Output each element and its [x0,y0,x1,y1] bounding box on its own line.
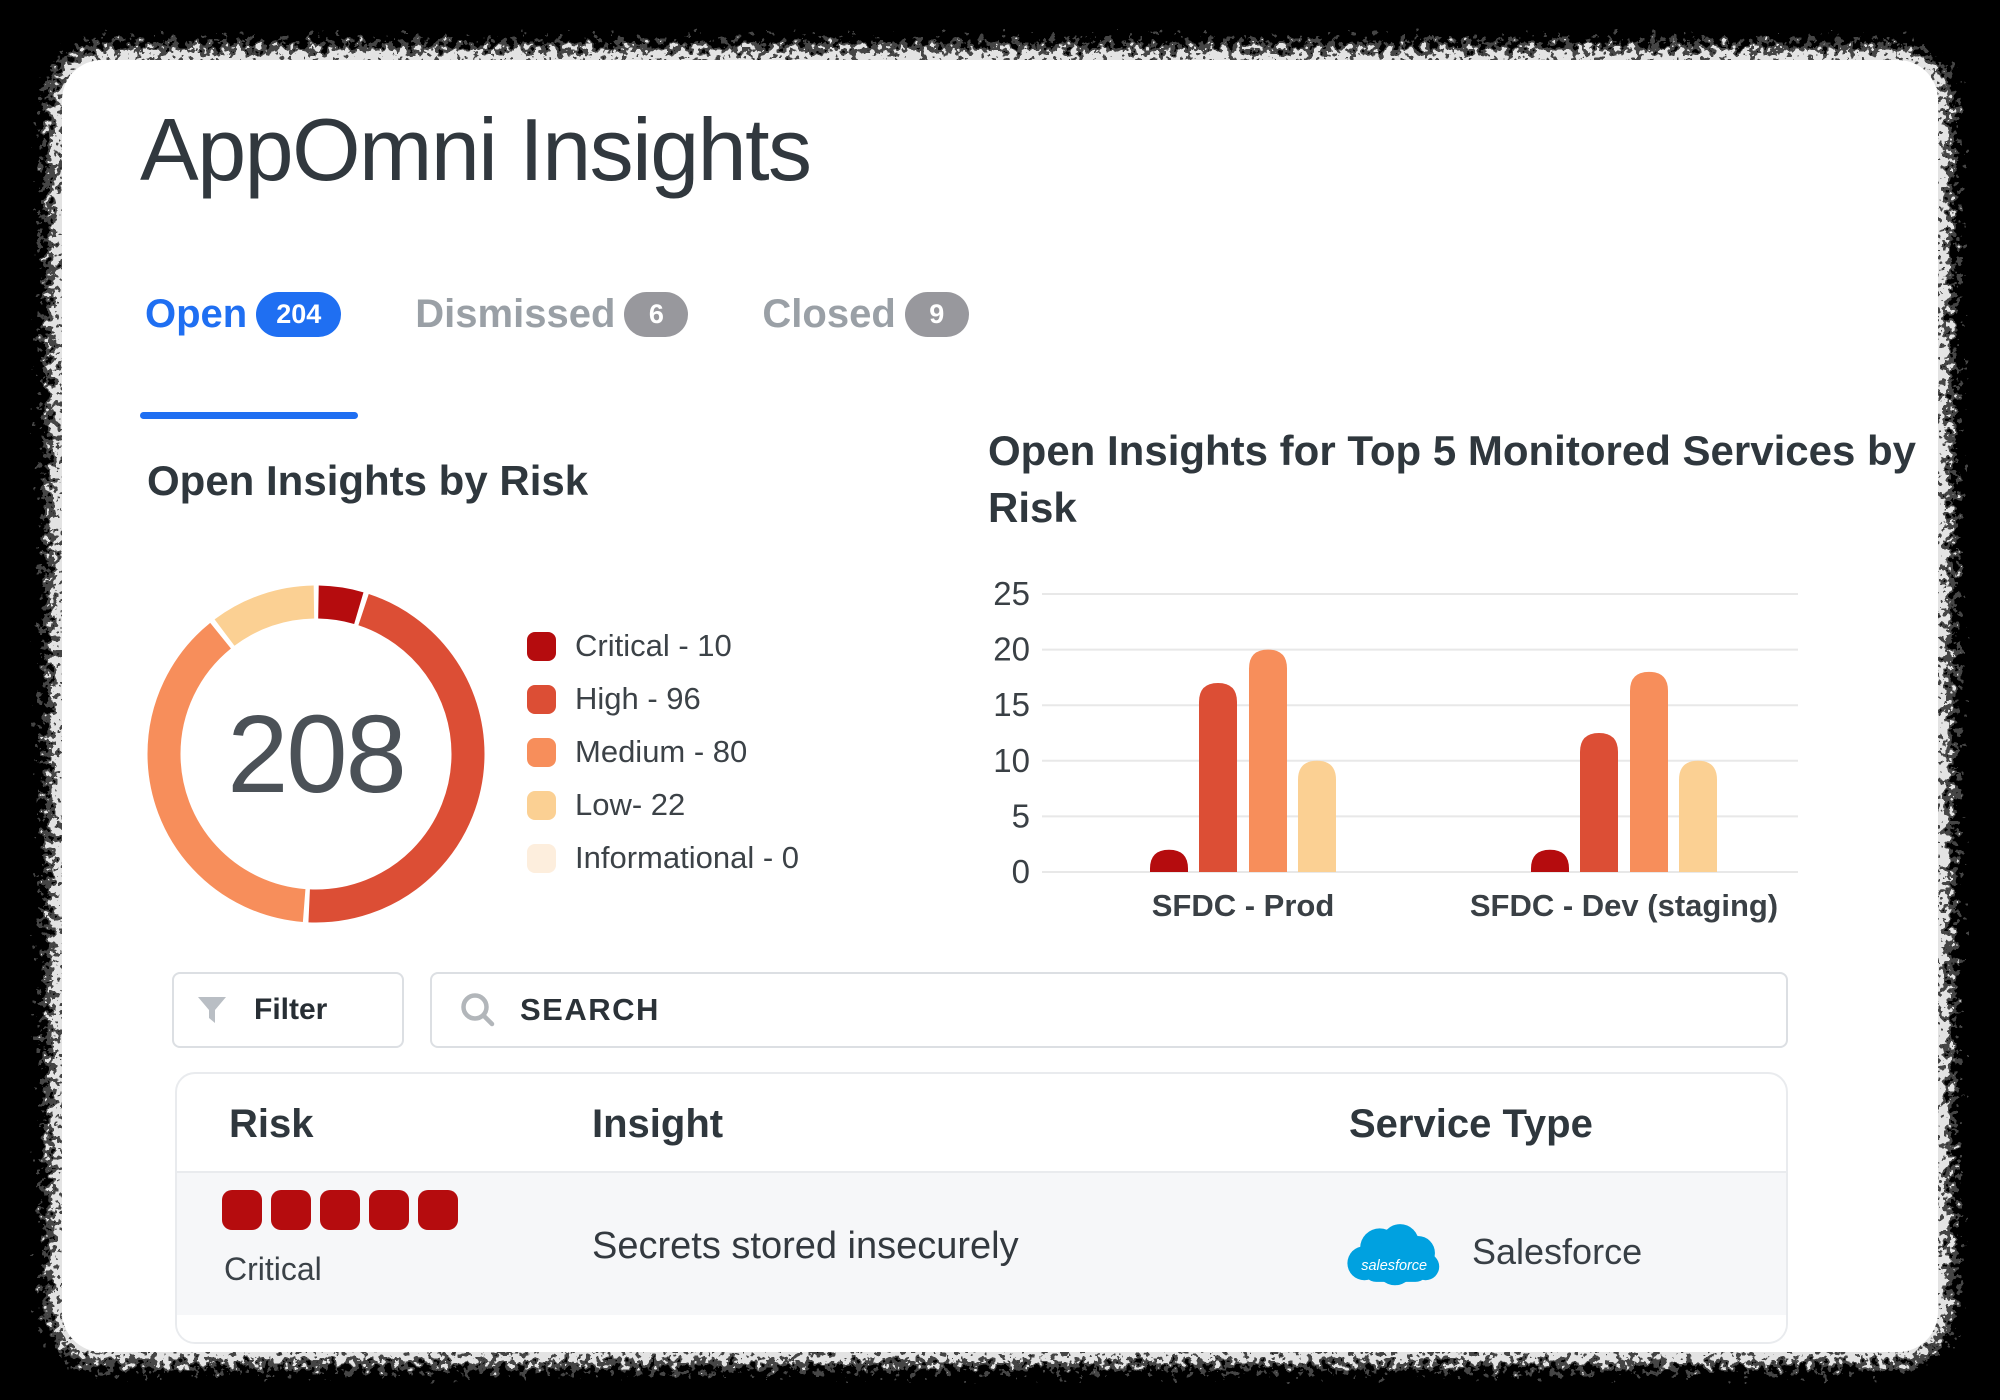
tab-bar: Open 204 Dismissed 6 Closed 9 [145,292,969,337]
legend-label: Medium - 80 [575,734,748,769]
legend-label: High - 96 [575,681,701,716]
table-row-partial [177,1315,1786,1342]
legend-item: High - 96 [527,681,799,717]
legend-swatch [527,737,556,767]
y-axis-tick: 10 [993,742,1030,779]
search-input[interactable] [518,991,1786,1029]
salesforce-logo-text: salesforce [1361,1258,1427,1274]
tab-dismissed[interactable]: Dismissed 6 [415,292,689,337]
y-axis-tick: 20 [993,631,1030,668]
risk-square [320,1190,360,1230]
bar-section-title: Open Insights for Top 5 Monitored Servic… [988,427,1917,532]
y-axis-tick: 5 [1012,797,1030,834]
legend-label: Critical - 10 [575,628,732,663]
bar-critical-1 [1531,849,1569,872]
tab-open[interactable]: Open 204 [145,292,342,337]
legend-item: Low- 22 [527,787,799,823]
funnel-icon [198,997,226,1023]
y-axis-tick: 15 [993,686,1030,723]
donut-segment-medium [147,585,485,923]
tab-open-count-badge: 204 [256,292,342,337]
y-axis-tick: 0 [1012,853,1030,890]
magnifier-icon [461,993,495,1027]
column-header-risk: Risk [229,1102,314,1146]
risk-label: Critical [224,1251,322,1287]
search-box [430,972,1788,1048]
bar-medium-0 [1249,649,1287,872]
tab-closed-label: Closed [762,292,896,336]
tab-open-label: Open [145,292,248,336]
tab-dismissed-count-badge: 6 [624,292,689,337]
salesforce-logo-icon: salesforce [1347,1224,1440,1286]
legend-swatch [527,631,556,661]
filter-button-label: Filter [254,993,328,1026]
risk-severity-squares [222,1190,458,1230]
legend-swatch [527,843,556,873]
bar-low-0 [1298,760,1336,872]
legend-label: Low- 22 [575,787,686,822]
legend-item: Informational - 0 [527,840,799,876]
column-header-service-type: Service Type [1349,1102,1593,1146]
header-divider [177,1171,1786,1173]
tab-closed-count-badge: 9 [904,292,969,337]
filter-button[interactable]: Filter [172,972,404,1048]
donut-section-title: Open Insights by Risk [147,457,589,504]
risk-square [271,1190,311,1230]
legend-swatch [527,790,556,820]
bar-critical-0 [1150,849,1188,872]
bar-high-1 [1580,733,1618,872]
y-axis-tick: 25 [993,575,1030,612]
legend-item: Critical - 10 [527,628,799,664]
tab-dismissed-label: Dismissed [415,292,616,336]
active-tab-underline [140,412,358,419]
insights-table: Risk Insight Service Type Critical Secre… [175,1072,1788,1344]
column-header-insight: Insight [592,1102,724,1146]
bar-low-1 [1679,760,1717,872]
legend-label: Informational - 0 [575,840,799,875]
legend-item: Medium - 80 [527,734,799,770]
service-type-cell: Salesforce [1472,1231,1643,1272]
donut-total: 208 [227,692,407,816]
risk-square [418,1190,458,1230]
page-title: AppOmni Insights [140,100,812,199]
bar-medium-1 [1630,671,1668,872]
bar-high-0 [1199,682,1237,872]
legend-swatch [527,684,556,714]
table-row[interactable]: Critical Secrets stored insecurely sales… [177,1173,1786,1315]
donut-chart: 208 [146,584,486,924]
insight-cell: Secrets stored insecurely [592,1225,1019,1267]
x-axis-category-label: SFDC - Prod [1152,888,1335,923]
tab-closed[interactable]: Closed 9 [762,292,969,337]
x-axis-category-label: SFDC - Dev (staging) [1470,888,1778,923]
risk-square [369,1190,409,1230]
bar-chart: 0 5 10 15 20 25 SFDC - Prod SFDC - Dev (staging… [993,575,1798,923]
donut-segment-high [147,585,485,923]
donut-svg [147,585,485,923]
donut-legend: Critical - 10 High - 96 Medium - 80 Low- 22… [527,628,799,876]
risk-square [222,1190,262,1230]
insights-card: AppOmni Insights Open 204 Dismissed 6 Cl… [62,60,1938,1352]
